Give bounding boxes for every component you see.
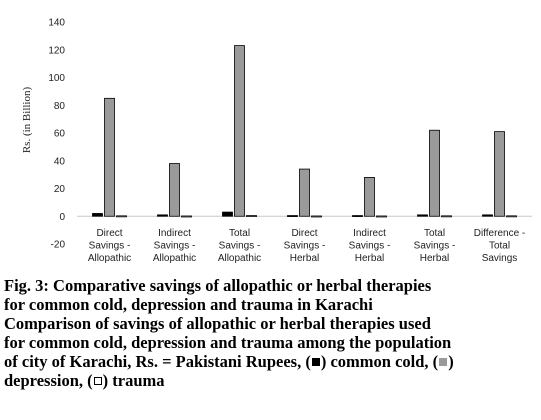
- caption-desc-line: for common cold, depression and trauma a…: [4, 333, 452, 352]
- trauma-bar: [116, 215, 127, 218]
- depression-bar: [104, 97, 115, 217]
- caption-text: ): [448, 352, 454, 371]
- x-category-label: Indirect Savings -Herbal: [349, 228, 391, 264]
- y-tick-label: 120: [48, 45, 65, 56]
- caption-text: of city of Karachi, Rs. = Pakistani Rupe…: [4, 352, 311, 371]
- trauma-bar: [376, 215, 387, 218]
- y-tick-label: 100: [48, 73, 65, 84]
- y-tick-label: 20: [54, 184, 66, 195]
- common-cold-bar: [482, 214, 493, 217]
- trauma-bar: [311, 215, 322, 218]
- depression-bar: [494, 131, 505, 217]
- figure-caption: Fig. 3: Comparative savings of allopathi…: [4, 276, 537, 390]
- gray-square-symbol: [439, 358, 448, 366]
- common-cold-bar: [287, 215, 298, 217]
- x-category-label: Total Savings -Herbal: [414, 228, 456, 264]
- caption-title-line: for common cold, depression and trauma i…: [4, 295, 373, 314]
- common-cold-bar: [222, 211, 233, 217]
- caption-text: ) trauma: [102, 371, 165, 390]
- y-axis-label: Rs. (in Billion): [21, 87, 33, 154]
- trauma-bar: [441, 215, 452, 218]
- common-cold-bar: [157, 214, 168, 217]
- trauma-bar: [506, 215, 517, 218]
- caption-desc-line: of city of Karachi, Rs. = Pakistani Rupe…: [4, 352, 537, 371]
- x-category-label: Total Savings -Allopathic: [218, 228, 261, 264]
- y-tick-label: 0: [59, 212, 65, 223]
- depression-bar: [364, 176, 375, 217]
- y-tick-label: 140: [48, 18, 65, 29]
- y-tick-label: -20: [51, 240, 66, 251]
- y-tick-label: 40: [54, 156, 66, 167]
- y-axis-ticks: -20 0 20 40 60 80 100 120 140: [48, 18, 65, 251]
- depression-bar: [234, 45, 245, 217]
- common-cold-bar: [417, 214, 428, 217]
- trauma-bar: [181, 215, 192, 218]
- x-category-label: Difference -Total Savings: [474, 228, 526, 264]
- trauma-bar: [246, 215, 257, 217]
- y-tick-label: 80: [54, 101, 66, 112]
- depression-bar: [429, 129, 440, 217]
- caption-text: depression, (: [4, 371, 93, 390]
- common-cold-bar: [352, 215, 363, 217]
- x-category-label: Indirect Savings -Allopathic: [153, 228, 196, 264]
- x-category-label: Direct Savings -Herbal: [284, 228, 326, 264]
- x-category-label: Direct Savings -Allopathic: [88, 228, 131, 264]
- y-tick-label: 60: [54, 129, 66, 140]
- caption-desc-line: depression, ( ) trauma: [4, 371, 537, 390]
- black-square-symbol: [311, 358, 320, 366]
- bars-group: [92, 45, 517, 218]
- bar-chart: -20 0 20 40 60 80 100 120 140 Direct Savings -All…: [21, 18, 532, 264]
- caption-text: ) common cold, (: [320, 352, 439, 371]
- depression-bar: [169, 163, 180, 217]
- caption-title-line: Fig. 3: Comparative savings of allopathi…: [4, 276, 432, 295]
- common-cold-bar: [92, 213, 103, 217]
- depression-bar: [299, 168, 310, 217]
- category-labels: Direct Savings -Allopathic Indirect Savings…: [88, 228, 525, 264]
- caption-desc-line: Comparison of savings of allopathic or h…: [4, 314, 431, 333]
- white-square-symbol: [93, 377, 102, 385]
